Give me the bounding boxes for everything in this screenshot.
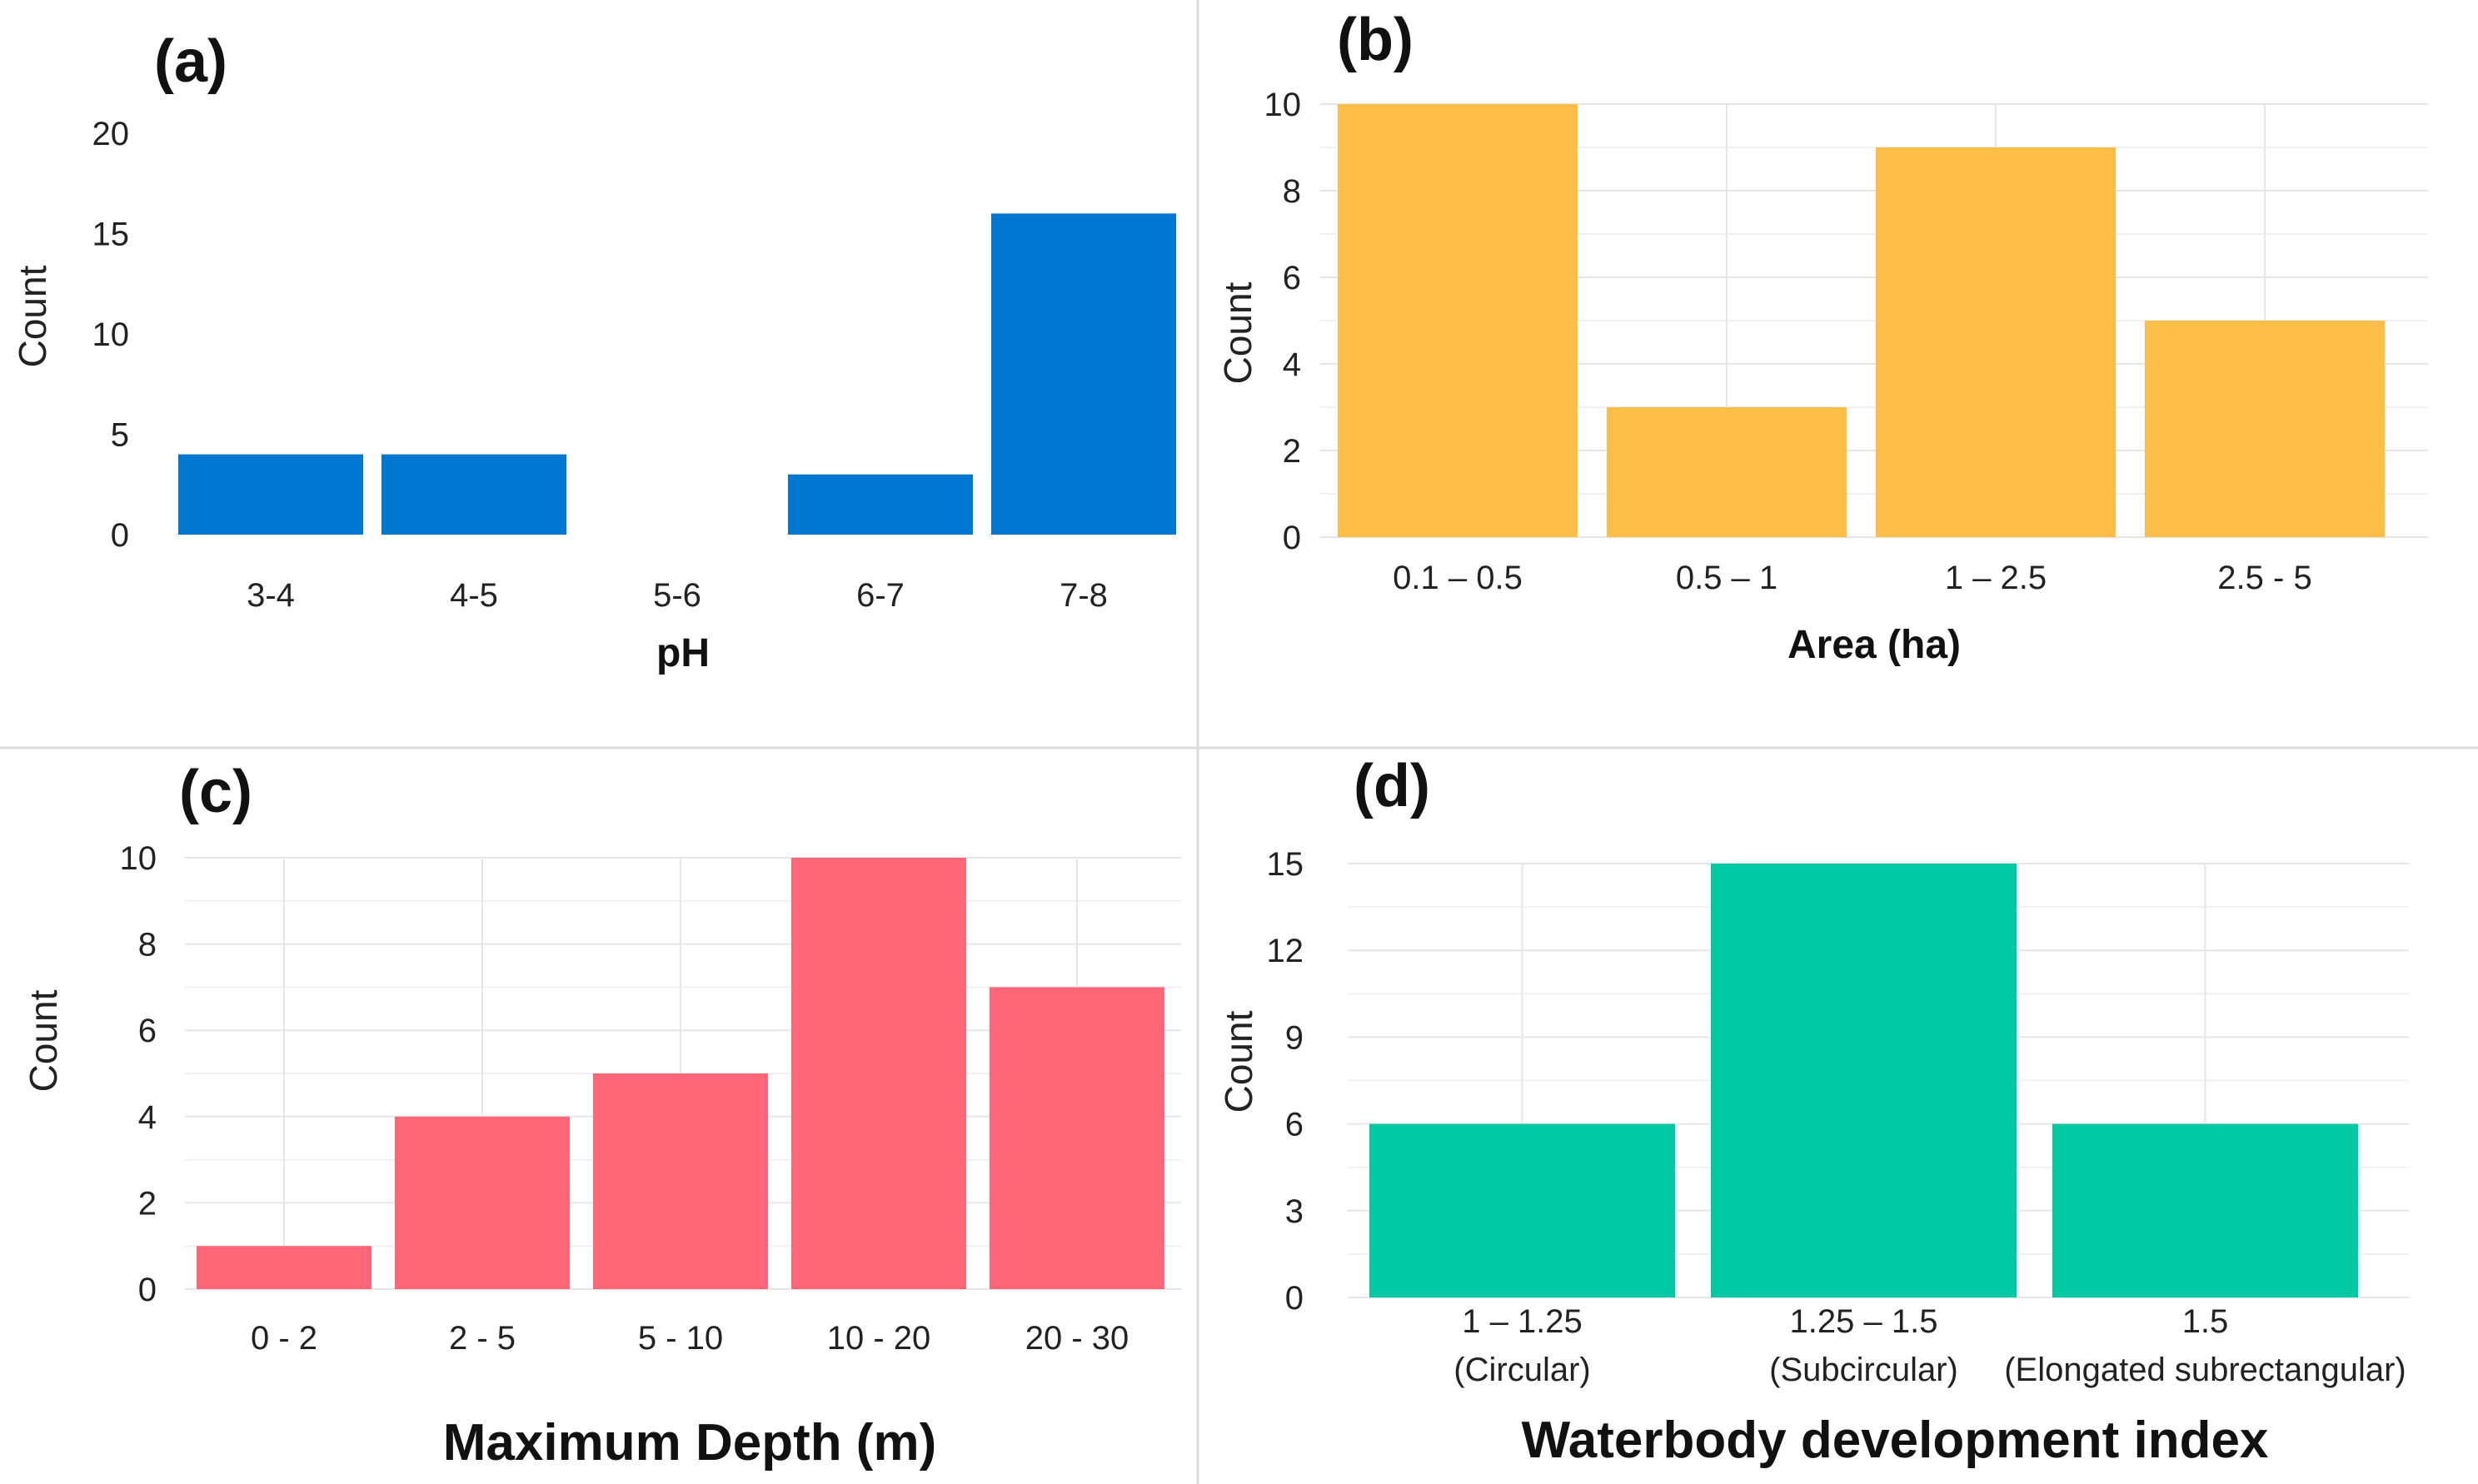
y-tick-label: 8 xyxy=(138,927,157,964)
chart-panel-3: 0 2 4 6 8 10 0 - 2 2 - 5 5 - 10 10 - 20 20 - 30 Cou… xyxy=(22,759,1181,1472)
y-tick-label: 15 xyxy=(1267,846,1304,883)
panel-label: (b) xyxy=(1337,7,1414,73)
y-tick-label: 0 xyxy=(138,1272,157,1308)
y-tick-label: 10 xyxy=(1264,87,1302,123)
x-tick-label: 2.5 - 5 xyxy=(2217,560,2311,596)
bar-3 xyxy=(2052,1123,2358,1297)
y-tick-label: 12 xyxy=(1267,933,1304,969)
y-tick-label: 10 xyxy=(92,316,130,353)
y-tick-label: 0 xyxy=(1285,1280,1304,1317)
y-tick-label: 6 xyxy=(1283,260,1301,296)
bar-2 xyxy=(1711,864,2017,1297)
y-tick-label: 6 xyxy=(138,1013,157,1049)
y-tick-label: 6 xyxy=(1285,1107,1304,1143)
x-tick-label: 20 - 30 xyxy=(1025,1320,1129,1357)
chart-panel-1: 0 5 10 15 20 3-4 4-5 5-6 6-7 7-8 Count pH (a) xyxy=(11,28,1176,675)
x-tick-label: 1 – 1.25 xyxy=(1462,1303,1583,1340)
y-tick-label: 15 xyxy=(92,217,130,253)
x-axis-title: Area (ha) xyxy=(1787,623,1961,667)
y-axis-title: Count xyxy=(22,989,65,1092)
y-tick-label: 20 xyxy=(92,116,130,152)
y-tick-label: 2 xyxy=(1283,433,1301,470)
bar-5 xyxy=(990,987,1164,1289)
bar-1 xyxy=(1369,1123,1675,1297)
chart-panel-4: 0 3 6 9 12 15 1 – 1.25 (Circular) 1.25 – 1.5 (Sub… xyxy=(1217,753,2409,1469)
y-tick-label: 9 xyxy=(1285,1019,1304,1056)
y-tick-label: 0 xyxy=(1283,520,1301,556)
bar-3 xyxy=(593,1073,768,1289)
bar-4 xyxy=(791,858,966,1289)
y-tick-label: 5 xyxy=(111,417,129,454)
x-axis-title: pH xyxy=(656,631,710,675)
y-tick-label: 2 xyxy=(138,1185,157,1222)
x-tick-label: 5 - 10 xyxy=(638,1320,723,1357)
y-axis-title: Count xyxy=(11,265,54,367)
y-axis-title: Count xyxy=(1216,281,1259,384)
x-tick-label: 10 - 20 xyxy=(827,1320,931,1357)
x-tick-sublabel: (Subcircular) xyxy=(1769,1352,1958,1388)
y-tick-label: 8 xyxy=(1283,173,1301,210)
bar-1 xyxy=(178,454,363,535)
x-tick-label: 7-8 xyxy=(1060,577,1108,614)
x-tick-label: 1.25 – 1.5 xyxy=(1790,1303,1938,1340)
panel-label: (d) xyxy=(1354,753,1430,819)
chart-panel-2: 0 2 4 6 8 10 0.1 – 0.5 0.5 – 1 1 – 2.5 2.5 - 5 Cou… xyxy=(1216,7,2428,667)
x-tick-label: 2 - 5 xyxy=(449,1320,516,1357)
bar-4 xyxy=(788,474,973,535)
x-tick-label: 6-7 xyxy=(856,577,905,614)
panel-label: (c) xyxy=(179,759,252,825)
x-tick-label: 4-5 xyxy=(450,577,498,614)
bar-1 xyxy=(197,1246,371,1289)
bar-4 xyxy=(2145,321,2385,537)
x-tick-label: 0 - 2 xyxy=(251,1320,317,1357)
bar-2 xyxy=(381,454,566,535)
x-tick-label: 1 – 2.5 xyxy=(1945,560,2047,596)
x-axis-title: Maximum Depth (m) xyxy=(443,1414,936,1472)
bar-2 xyxy=(395,1116,570,1289)
panel-label: (a) xyxy=(154,28,227,95)
y-tick-label: 4 xyxy=(1283,346,1301,383)
x-axis-title: Waterbody development index xyxy=(1522,1412,2269,1469)
y-tick-label: 4 xyxy=(138,1099,157,1136)
y-tick-label: 3 xyxy=(1285,1193,1304,1230)
y-axis-title: Count xyxy=(1217,1010,1260,1113)
x-tick-label: 0.5 – 1 xyxy=(1676,560,1777,596)
bar-2 xyxy=(1607,407,1847,537)
bar-5 xyxy=(991,213,1176,535)
x-tick-label: 1.5 xyxy=(2182,1303,2229,1340)
y-tick-label: 10 xyxy=(120,840,157,877)
x-tick-sublabel: (Circular) xyxy=(1453,1352,1590,1388)
x-tick-label: 3-4 xyxy=(247,577,295,614)
x-tick-label: 5-6 xyxy=(653,577,701,614)
bar-3 xyxy=(1876,147,2116,537)
x-tick-label: 0.1 – 0.5 xyxy=(1393,560,1523,596)
bar-1 xyxy=(1338,104,1578,537)
x-tick-sublabel: (Elongated subrectangular) xyxy=(2004,1352,2406,1388)
y-tick-label: 0 xyxy=(111,517,129,554)
